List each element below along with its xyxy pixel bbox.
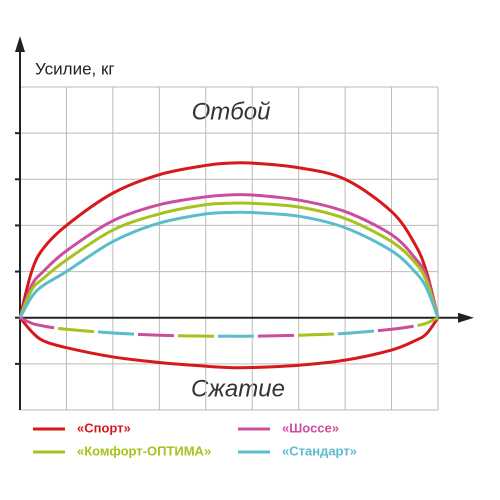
annotation: Сжатие (191, 375, 285, 402)
legend-label: «Комфорт-ОПТИМА» (77, 443, 211, 458)
rebound-line (18, 193, 440, 319)
rebound-line (18, 161, 440, 319)
compression-line (19, 316, 439, 338)
y-axis-label: Усилие, кг (35, 59, 115, 78)
rebound-line (18, 201, 440, 319)
compression-line (18, 316, 440, 370)
legend-label: «Спорт» (77, 420, 131, 435)
compression-line (19, 316, 439, 338)
annotation: Отбой (192, 98, 271, 125)
rebound-line (18, 210, 440, 319)
legend-label: «Шоссе» (282, 420, 339, 435)
x-axis-arrow (458, 312, 474, 323)
compression-line (19, 316, 439, 338)
legend-label: «Стандарт» (282, 443, 357, 458)
y-axis-arrow (15, 36, 25, 52)
